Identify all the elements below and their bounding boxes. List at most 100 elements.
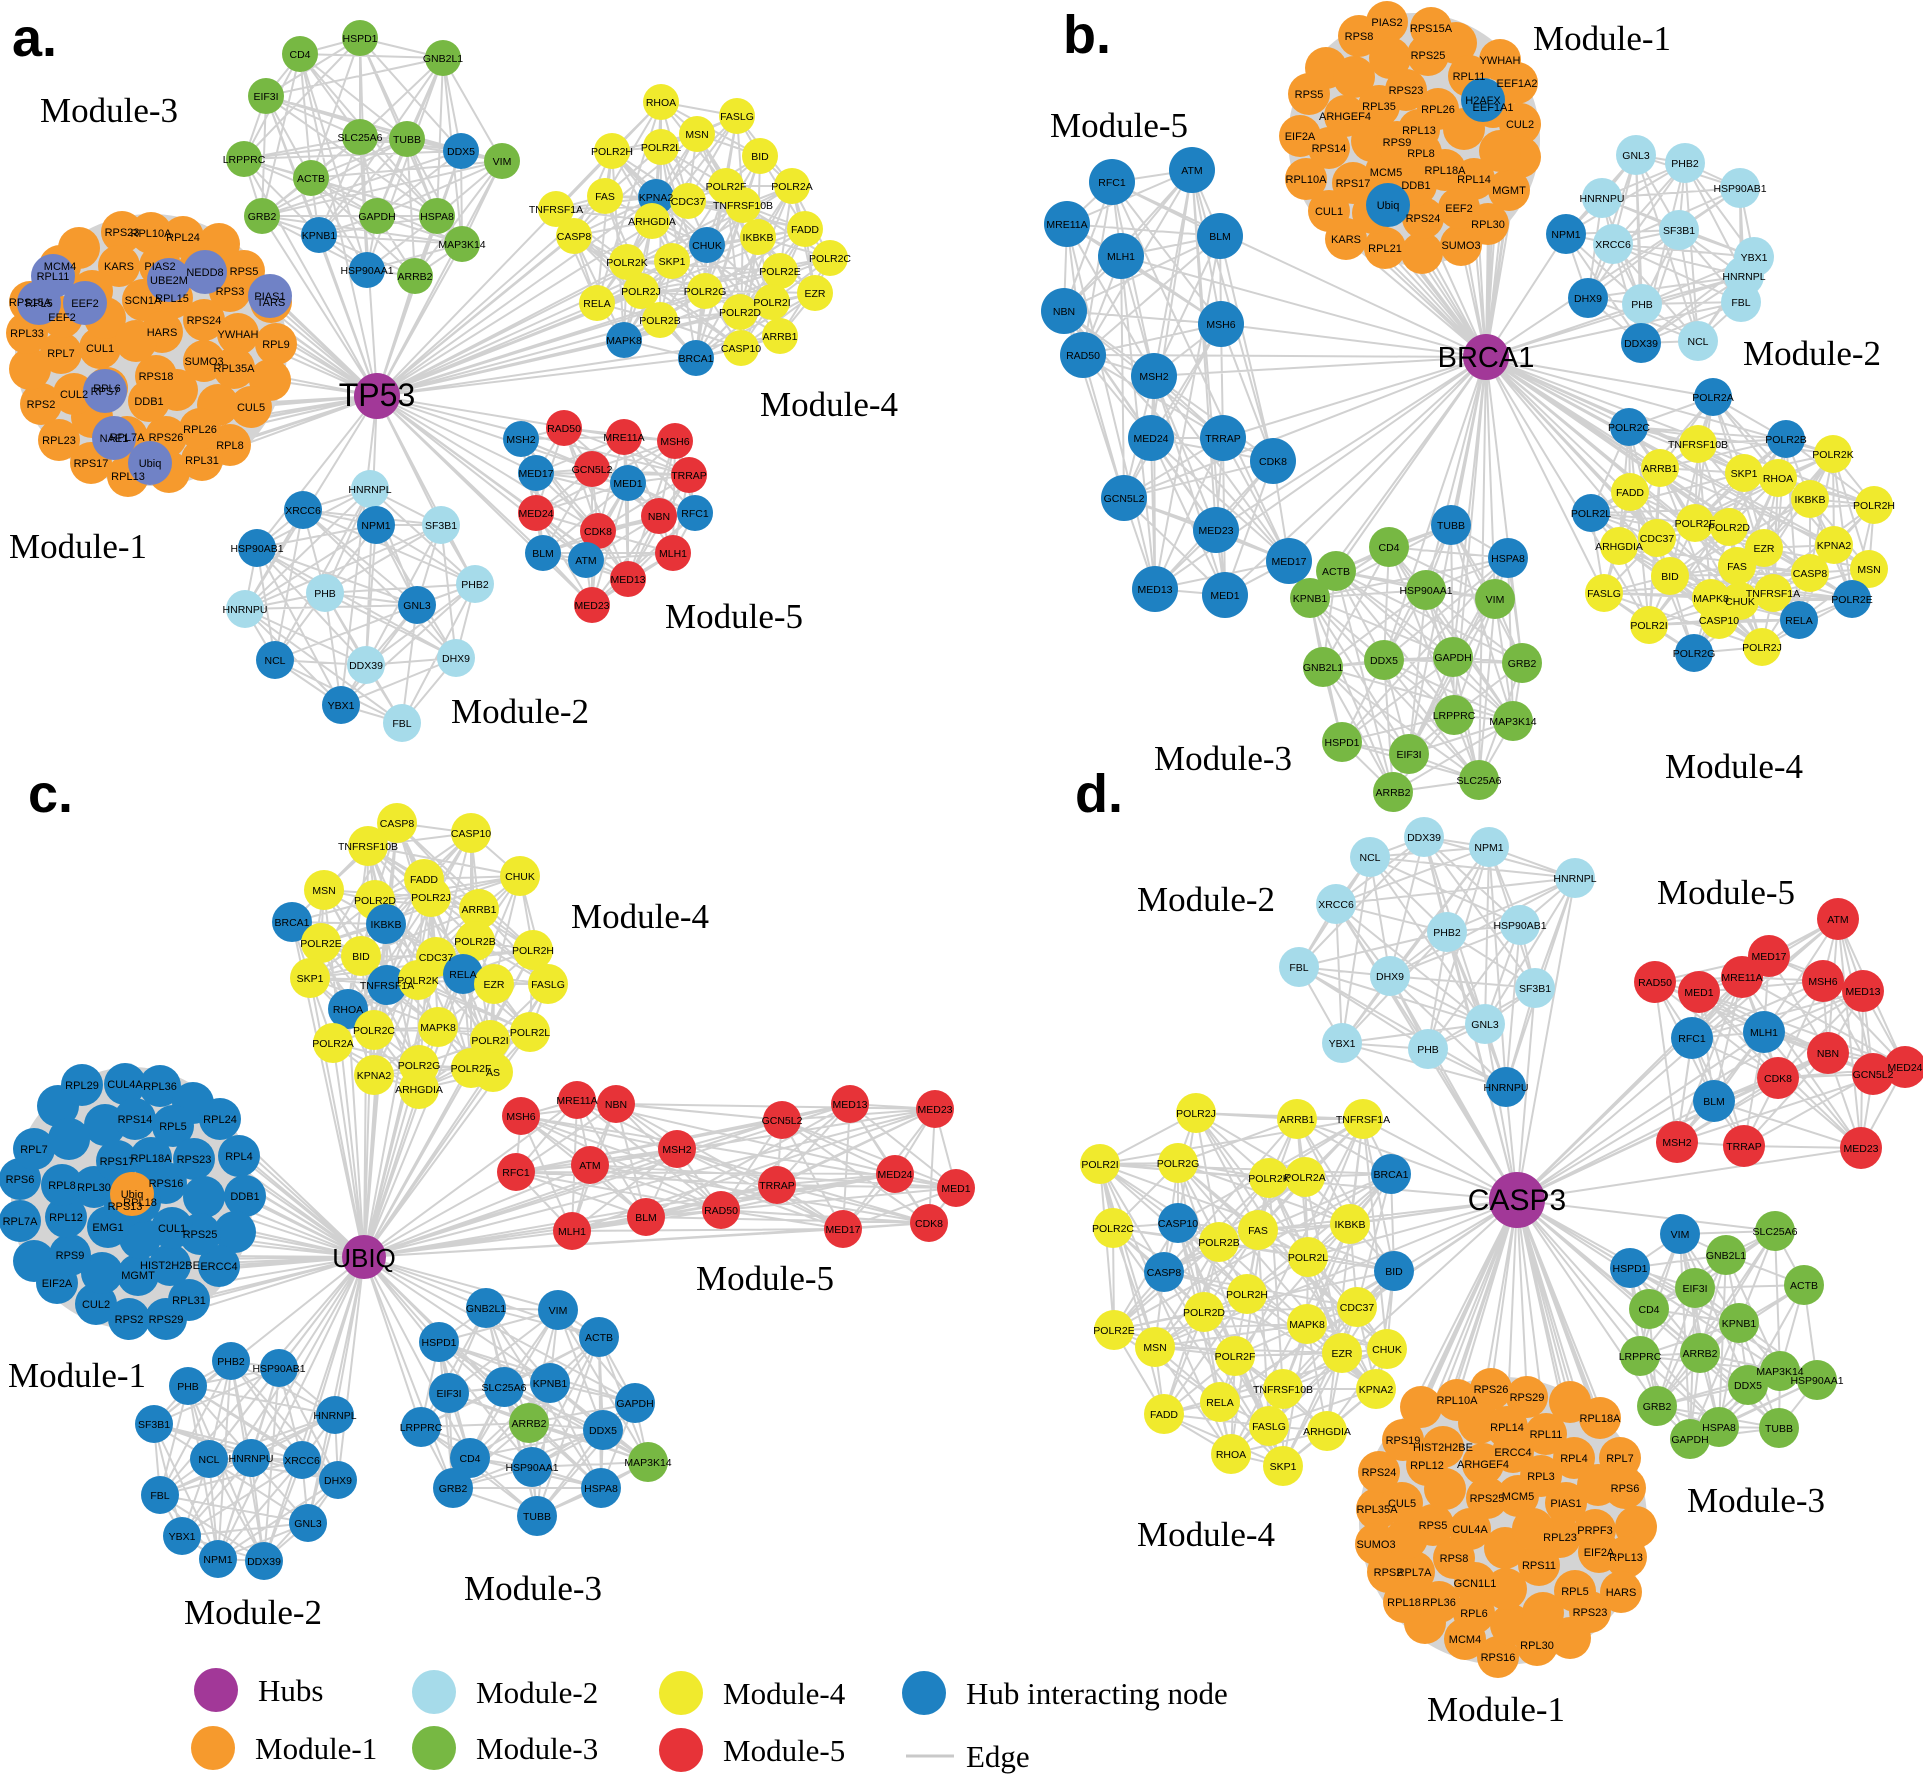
svg-text:NBN: NBN [648, 511, 670, 523]
svg-text:MAP3K14: MAP3K14 [1489, 716, 1536, 728]
svg-text:DHX9: DHX9 [324, 1475, 352, 1487]
svg-text:DHX9: DHX9 [1574, 293, 1602, 305]
svg-text:RPL8: RPL8 [48, 1180, 76, 1192]
svg-text:YBX1: YBX1 [1329, 1038, 1356, 1050]
svg-text:Module-5: Module-5 [696, 1259, 834, 1298]
svg-text:PHB2: PHB2 [1671, 158, 1699, 170]
svg-text:YWHAH: YWHAH [218, 329, 259, 341]
svg-text:HNRNPL: HNRNPL [1722, 271, 1765, 283]
svg-text:TUBB: TUBB [393, 134, 421, 146]
svg-text:Module-5: Module-5 [723, 1733, 845, 1768]
svg-text:HNRNPU: HNRNPU [1580, 193, 1625, 205]
svg-text:POLR2L: POLR2L [1288, 1252, 1328, 1264]
svg-text:EIF3I: EIF3I [1682, 1283, 1707, 1295]
svg-text:KPNA2: KPNA2 [357, 1070, 392, 1082]
svg-text:RPL35: RPL35 [1362, 101, 1396, 113]
svg-text:EEF2: EEF2 [71, 298, 99, 310]
svg-text:CASP8: CASP8 [380, 818, 415, 830]
svg-text:POLR2D: POLR2D [354, 895, 396, 907]
svg-text:LRPPRC: LRPPRC [1619, 1351, 1662, 1363]
svg-text:RAD50: RAD50 [704, 1205, 738, 1217]
svg-text:RPS23: RPS23 [177, 1154, 212, 1166]
svg-text:Module-3: Module-3 [1687, 1481, 1825, 1520]
svg-text:HSP90AA1: HSP90AA1 [505, 1462, 558, 1474]
svg-text:SLC25A6: SLC25A6 [338, 132, 383, 144]
svg-text:RPL23: RPL23 [42, 435, 76, 447]
svg-text:PHB2: PHB2 [217, 1356, 245, 1368]
svg-text:CHUK: CHUK [1725, 596, 1755, 608]
svg-text:KARS: KARS [1331, 234, 1361, 246]
svg-text:DDX5: DDX5 [589, 1425, 617, 1437]
svg-text:MED24: MED24 [1887, 1062, 1922, 1074]
svg-text:RPL13: RPL13 [1402, 125, 1436, 137]
svg-text:RPS16: RPS16 [149, 1178, 184, 1190]
svg-text:CDC37: CDC37 [671, 196, 706, 208]
svg-text:MSH6: MSH6 [1206, 319, 1235, 331]
svg-text:MSH6: MSH6 [506, 1111, 535, 1123]
svg-text:RPS26: RPS26 [149, 432, 184, 444]
svg-text:POLR2K: POLR2K [1248, 1173, 1289, 1185]
svg-text:ARRB2: ARRB2 [1375, 787, 1410, 799]
svg-text:c.: c. [28, 764, 73, 824]
svg-text:CDC37: CDC37 [1340, 1302, 1375, 1314]
svg-text:RFC1: RFC1 [681, 508, 709, 520]
svg-text:KPNA2: KPNA2 [1817, 540, 1852, 552]
svg-text:GRB2: GRB2 [439, 1483, 468, 1495]
svg-text:MED13: MED13 [1845, 986, 1880, 998]
svg-text:TNFRSF1A: TNFRSF1A [1336, 1114, 1390, 1126]
svg-text:ATM: ATM [1827, 914, 1848, 926]
svg-text:MAP3K14: MAP3K14 [1756, 1366, 1803, 1378]
svg-text:NEDD8: NEDD8 [186, 267, 223, 279]
svg-text:RPL5: RPL5 [25, 298, 53, 310]
svg-text:RPL33: RPL33 [10, 328, 44, 340]
svg-text:GRB2: GRB2 [1508, 658, 1537, 670]
svg-text:HSP90AA1: HSP90AA1 [1790, 1375, 1843, 1387]
svg-text:RPL4: RPL4 [1560, 1453, 1588, 1465]
svg-text:GAPDH: GAPDH [1434, 652, 1471, 664]
svg-text:Module-3: Module-3 [464, 1569, 602, 1608]
svg-text:RPS29: RPS29 [1510, 1392, 1545, 1404]
svg-text:MSN: MSN [312, 885, 335, 897]
svg-text:DDX39: DDX39 [1624, 338, 1658, 350]
svg-text:BID: BID [751, 151, 769, 163]
svg-text:MED17: MED17 [1271, 556, 1306, 568]
svg-text:HSPA8: HSPA8 [1702, 1422, 1736, 1434]
svg-text:POLR2H: POLR2H [1853, 500, 1895, 512]
svg-text:SF3B1: SF3B1 [1519, 983, 1551, 995]
svg-text:RPS23: RPS23 [1573, 1607, 1608, 1619]
svg-text:RPS25: RPS25 [183, 1229, 218, 1241]
svg-text:MLH1: MLH1 [659, 548, 687, 560]
svg-text:ATM: ATM [579, 1160, 600, 1172]
svg-text:GCN1L1: GCN1L1 [1454, 1578, 1497, 1590]
svg-text:TNFRSF1A: TNFRSF1A [1746, 588, 1800, 600]
svg-text:DHX9: DHX9 [442, 653, 470, 665]
svg-text:ARHGEF4: ARHGEF4 [1457, 1459, 1509, 1471]
svg-text:FAS: FAS [1727, 561, 1747, 573]
svg-text:RPS18: RPS18 [139, 371, 174, 383]
svg-text:POLR2E: POLR2E [300, 938, 341, 950]
svg-text:FBL: FBL [150, 1490, 169, 1502]
svg-text:RELA: RELA [1206, 1397, 1233, 1409]
svg-text:RPL10A: RPL10A [131, 228, 173, 240]
svg-text:CASP10: CASP10 [1699, 615, 1739, 627]
svg-text:IKBKB: IKBKB [371, 919, 402, 931]
svg-text:RPL35A: RPL35A [1357, 1504, 1399, 1516]
svg-text:VIM: VIM [493, 156, 512, 168]
svg-text:POLR2A: POLR2A [1692, 392, 1733, 404]
svg-text:RELA: RELA [449, 969, 476, 981]
svg-text:RPL14: RPL14 [1490, 1422, 1524, 1434]
svg-text:RPL36: RPL36 [143, 1081, 177, 1093]
svg-text:HNRNPU: HNRNPU [229, 1453, 274, 1465]
svg-text:NPM1: NPM1 [361, 520, 390, 532]
svg-text:CUL1: CUL1 [86, 343, 114, 355]
svg-text:CD4: CD4 [289, 49, 310, 61]
svg-text:RPS17: RPS17 [1336, 178, 1371, 190]
svg-text:XRCC6: XRCC6 [1318, 899, 1354, 911]
svg-text:FADD: FADD [1616, 487, 1644, 499]
svg-text:MLH1: MLH1 [558, 1226, 586, 1238]
svg-text:EEF1A2: EEF1A2 [1497, 78, 1538, 90]
svg-text:BLM: BLM [1209, 231, 1231, 243]
svg-text:CASP3: CASP3 [1468, 1184, 1566, 1217]
svg-text:GNL3: GNL3 [294, 1518, 322, 1530]
svg-text:b.: b. [1063, 5, 1111, 65]
